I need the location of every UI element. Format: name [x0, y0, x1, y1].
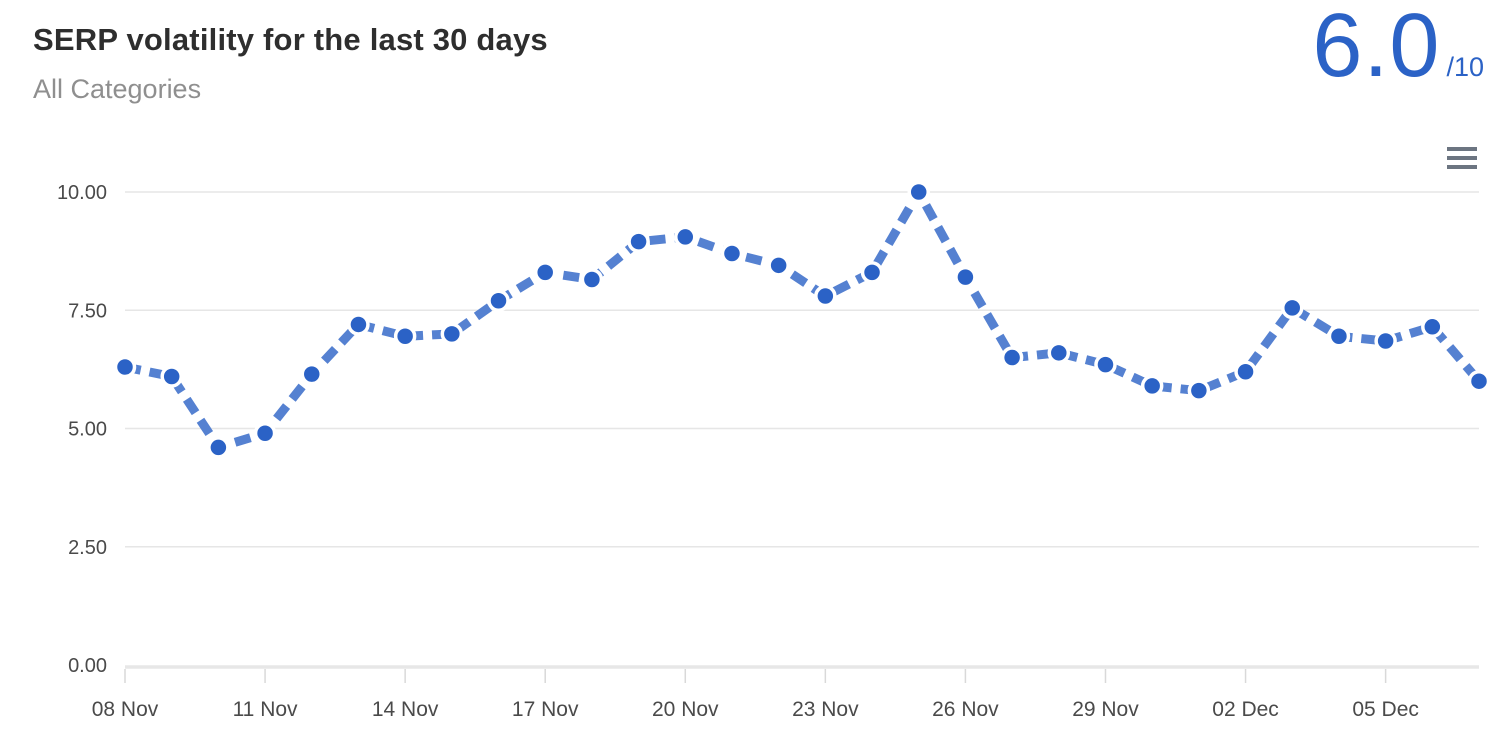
y-axis-label: 10.00: [57, 182, 107, 204]
data-point-marker[interactable]: [207, 436, 230, 459]
data-point-marker[interactable]: [300, 362, 324, 386]
data-point-marker[interactable]: [487, 289, 510, 313]
volatility-score: 6.0 /10: [1312, 0, 1484, 96]
score-value: 6.0: [1312, 0, 1441, 96]
x-axis-label: 17 Nov: [512, 698, 579, 721]
data-point-marker[interactable]: [347, 313, 370, 336]
data-point-marker[interactable]: [1327, 325, 1351, 348]
x-axis-label: 29 Nov: [1072, 698, 1139, 721]
y-axis-label: 0.00: [68, 655, 107, 677]
data-point-marker[interactable]: [1234, 360, 1257, 383]
data-point-marker[interactable]: [1280, 296, 1304, 320]
data-point-marker[interactable]: [954, 265, 977, 289]
data-point-marker[interactable]: [580, 268, 604, 291]
volatility-line: [124, 187, 1483, 452]
data-point-marker[interactable]: [533, 261, 557, 284]
y-axis-label: 5.00: [68, 419, 107, 441]
category-subtitle: All Categories: [33, 74, 202, 104]
data-point-marker[interactable]: [160, 365, 183, 388]
x-axis-label: 14 Nov: [372, 698, 439, 721]
chart-context-menu-button[interactable]: [1444, 142, 1480, 174]
x-axis-label: 20 Nov: [652, 698, 719, 721]
x-axis-label: 23 Nov: [792, 698, 859, 721]
data-point-marker[interactable]: [1000, 346, 1024, 369]
data-point-marker[interactable]: [674, 225, 697, 249]
x-axis-label: 26 Nov: [932, 698, 999, 721]
data-point-marker[interactable]: [720, 242, 744, 265]
data-point-marker[interactable]: [1047, 341, 1071, 365]
data-point-marker[interactable]: [1140, 374, 1164, 398]
data-point-marker[interactable]: [1421, 315, 1444, 339]
data-point-marker[interactable]: [860, 261, 884, 284]
data-point-marker[interactable]: [814, 284, 837, 308]
x-axis-label: 05 Dec: [1352, 698, 1419, 721]
data-point-marker[interactable]: [627, 230, 650, 253]
data-point-marker[interactable]: [1467, 369, 1491, 393]
data-point-marker[interactable]: [253, 421, 277, 445]
x-axis-label: 02 Dec: [1212, 698, 1279, 721]
data-point-marker[interactable]: [440, 322, 464, 346]
data-point-marker[interactable]: [767, 254, 790, 277]
data-point-marker[interactable]: [393, 325, 417, 348]
page-title: SERP volatility for the last 30 days: [33, 22, 548, 57]
y-axis-label: 7.50: [68, 300, 107, 322]
x-axis-label: 08 Nov: [92, 698, 159, 721]
data-point-marker[interactable]: [113, 355, 137, 379]
y-axis-label: 2.50: [68, 537, 107, 559]
data-point-marker[interactable]: [1374, 329, 1397, 353]
data-point-marker[interactable]: [907, 180, 930, 204]
data-point-marker[interactable]: [1094, 353, 1117, 376]
x-axis-label: 11 Nov: [233, 698, 298, 721]
data-point-marker[interactable]: [1187, 379, 1211, 402]
score-denominator: /10: [1446, 52, 1484, 82]
